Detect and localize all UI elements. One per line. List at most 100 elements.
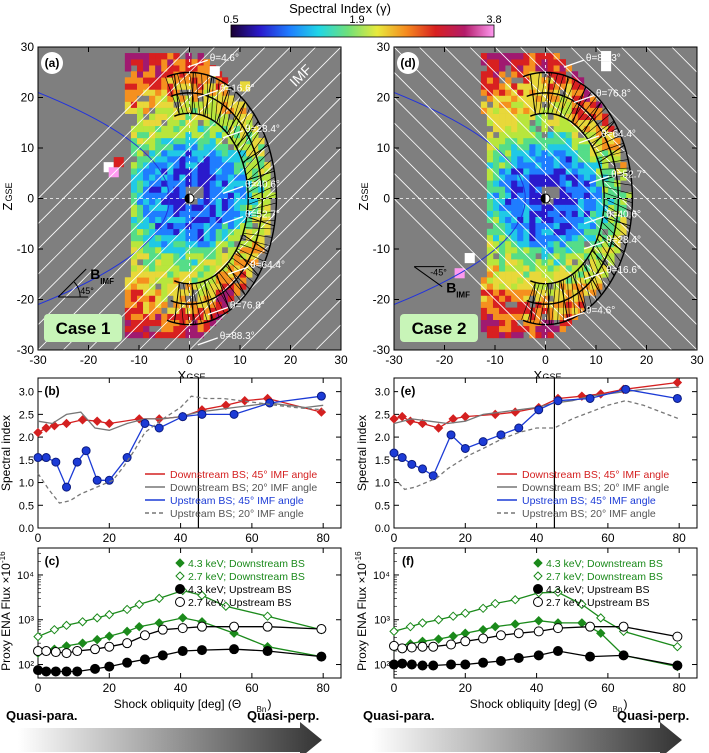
- shock-hatch: [179, 282, 184, 325]
- map-pixel: [161, 83, 168, 90]
- map-pixel: [505, 210, 512, 217]
- map-pixel: [167, 259, 174, 266]
- shock-sector-divider: [582, 101, 602, 134]
- map-pixel: [511, 283, 518, 290]
- x-tick-label: -10: [486, 353, 504, 367]
- shock-sector-divider: [598, 144, 625, 163]
- map-pixel: [517, 313, 524, 320]
- map-pixel: [583, 210, 591, 217]
- map-pixel: [492, 234, 500, 242]
- data-point: [585, 651, 596, 662]
- map-pixel: [602, 125, 609, 133]
- map-pixel: [486, 265, 494, 272]
- map-pixel: [167, 59, 174, 66]
- map-pixel: [541, 107, 548, 114]
- map-pixel: [149, 101, 156, 108]
- map-pixel: [577, 162, 585, 169]
- map-pixel: [529, 277, 536, 284]
- map-pixel: [596, 131, 603, 139]
- map-pixel: [143, 240, 150, 248]
- x-tick-label: 0: [391, 531, 398, 545]
- map-pixel: [589, 186, 597, 193]
- map-pixel: [523, 271, 530, 278]
- map-pixel: [258, 246, 265, 254]
- map-pixel: [203, 259, 210, 266]
- map-pixel: [161, 107, 168, 114]
- data-point: [50, 647, 61, 658]
- map-pixel: [197, 180, 204, 187]
- map-pixel: [547, 277, 554, 284]
- map-pixel: [221, 198, 229, 205]
- map-pixel: [227, 125, 235, 133]
- shock-hatch: [201, 73, 205, 116]
- bimf-vector: [57, 268, 87, 298]
- data-point: [510, 619, 520, 629]
- map-pixel: [221, 77, 229, 84]
- y-tick-label: 0.0: [375, 523, 390, 535]
- map-pixel: [529, 222, 536, 230]
- map-pixel: [252, 131, 259, 139]
- map-pixel: [246, 137, 253, 145]
- map-pixel: [143, 168, 150, 175]
- shock-sector-divider: [529, 282, 536, 323]
- map-pixel: [167, 246, 174, 254]
- legend-label: Upstream BS; 20° IMF angle: [170, 508, 304, 520]
- map-pixel: [227, 180, 235, 187]
- map-pixel: [155, 113, 162, 121]
- data-point: [90, 644, 101, 655]
- map-pixel: [173, 210, 180, 217]
- map-pixel: [155, 71, 162, 78]
- map-pixel: [167, 283, 174, 290]
- map-pixel: [559, 59, 566, 66]
- map-pixel: [505, 180, 512, 187]
- data-point: [122, 604, 132, 615]
- map-pixel: [596, 259, 603, 266]
- data-point: [61, 418, 72, 429]
- x-axis-title-subscript: GSE: [543, 372, 562, 382]
- map-pixel: [240, 107, 247, 114]
- map-pixel: [523, 313, 530, 320]
- map-pixel: [191, 143, 198, 151]
- shock-sector-divider: [572, 273, 587, 311]
- panel-label-bg: [42, 381, 62, 401]
- map-pixel: [511, 101, 518, 108]
- map-pixel: [221, 107, 229, 114]
- shock-hatch: [246, 159, 273, 182]
- map-pixel: [523, 174, 530, 181]
- obliquity-arrow-right: Quasi-para. Quasi-perp.: [363, 708, 689, 753]
- map-pixel: [505, 246, 512, 254]
- map-pixel: [535, 319, 542, 327]
- map-pixel: [221, 204, 229, 211]
- data-point: [33, 453, 43, 463]
- map-pixel: [197, 198, 204, 205]
- x-tick-label: 0: [35, 531, 42, 545]
- map-pixel: [167, 271, 174, 278]
- map-pixel: [499, 150, 506, 157]
- map-pixel: [505, 216, 512, 224]
- map-pixel: [511, 277, 518, 284]
- map-pixel: [233, 162, 241, 169]
- map-pixel: [511, 162, 518, 169]
- map-pixel: [143, 307, 150, 314]
- map-pixel: [209, 228, 217, 236]
- map-pixel: [577, 107, 585, 114]
- y-tick-label: -20: [17, 293, 35, 307]
- map-pixel: [252, 137, 259, 145]
- map-pixel: [173, 204, 180, 211]
- map-pixel: [124, 101, 132, 108]
- map-pixel: [136, 83, 144, 90]
- map-pixel: [155, 246, 162, 254]
- data-point: [157, 624, 168, 635]
- map-pixel: [559, 107, 566, 114]
- map-pixel: [136, 210, 144, 217]
- map-pixel: [596, 210, 603, 217]
- map-pixel: [535, 150, 542, 157]
- shock-hatch: [603, 204, 632, 221]
- map-pixel: [486, 162, 494, 169]
- map-pixel: [620, 192, 627, 199]
- y-axis-title-exponent: -16: [0, 551, 7, 563]
- map-pixel: [130, 131, 138, 139]
- map-pixel: [215, 259, 223, 266]
- map-pixel: [191, 150, 198, 157]
- map-pixel: [499, 180, 506, 187]
